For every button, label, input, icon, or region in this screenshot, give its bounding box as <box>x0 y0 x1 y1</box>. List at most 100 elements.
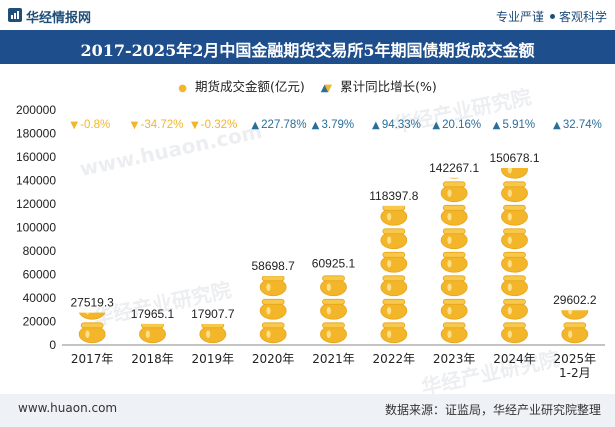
growth-label: 5.91% <box>503 119 536 131</box>
growth-label: 227.78% <box>261 119 306 131</box>
x-tick-label: 2024年 <box>493 352 536 366</box>
legend-up-triangle-icon: ▲ <box>320 83 329 94</box>
data-label: 118397.8 <box>369 189 418 203</box>
bar-segment-partial <box>259 276 287 297</box>
y-tick-label: 120000 <box>16 197 56 211</box>
data-label: 27519.3 <box>70 296 114 310</box>
bar-segment <box>440 181 468 203</box>
growth-down-triangle-icon: ▼ <box>191 120 199 131</box>
growth-up-triangle-icon: ▲ <box>312 120 320 131</box>
bar-segment-partial <box>139 323 166 344</box>
x-tick-label: 2017年 <box>71 352 114 366</box>
chart-legend: ● 期货成交金额(亿元) ▲▼ 累计同比增长(%) <box>0 76 615 95</box>
top-bar: 华经情报网 专业严谨 客观科学 <box>0 0 615 30</box>
data-label: 150678.1 <box>489 151 539 165</box>
growth-label: 3.79% <box>322 119 355 131</box>
bar-segment-partial <box>448 177 460 179</box>
brand-logo-icon <box>8 8 22 22</box>
bar-segment <box>259 322 287 344</box>
bar-segment <box>440 322 468 344</box>
header-tag-1: 专业严谨 <box>495 10 544 24</box>
y-tick-label: 60000 <box>23 268 57 282</box>
legend-down-triangle-icon: ▼ <box>324 83 333 94</box>
bar-segment <box>501 181 528 203</box>
growth-label: 32.74% <box>563 119 602 131</box>
growth-label: -34.72% <box>141 119 184 131</box>
bar-segment <box>501 228 528 250</box>
data-label: 17965.1 <box>131 307 175 321</box>
x-tick-label: 2018年 <box>131 352 174 366</box>
bar-segment <box>561 322 589 344</box>
growth-up-triangle-icon: ▲ <box>432 120 440 131</box>
x-tick-label: 2022年 <box>373 352 416 366</box>
bar-segment <box>78 322 106 344</box>
bar-segment-partial <box>561 310 589 320</box>
bar-segment <box>380 298 408 320</box>
bar-segment-partial <box>501 167 528 179</box>
growth-up-triangle-icon: ▲ <box>251 120 259 131</box>
footer-bar: www.huaon.com 数据来源：证监局，华经产业研究院整理 <box>0 394 615 427</box>
legend-series-1: 期货成交金额(亿元) <box>194 79 305 94</box>
header-tags: 专业严谨 客观科学 <box>496 8 607 25</box>
bar-segment <box>440 204 468 226</box>
y-tick-label: 160000 <box>16 150 56 164</box>
data-label: 142267.1 <box>429 161 479 175</box>
data-label: 60925.1 <box>312 256 356 270</box>
bar-segment <box>440 251 468 273</box>
growth-up-triangle-icon: ▲ <box>372 120 380 131</box>
x-tick-label: 2021年 <box>312 352 355 366</box>
bar-segment <box>501 251 528 273</box>
bar-segment <box>380 251 408 273</box>
bar-segment <box>380 275 408 297</box>
growth-down-triangle-icon: ▼ <box>131 120 139 131</box>
y-tick-label: 40000 <box>23 291 57 305</box>
growth-label: -0.32% <box>201 119 237 131</box>
bar-segment <box>380 322 408 344</box>
separator-dot-icon <box>549 14 555 19</box>
growth-down-triangle-icon: ▼ <box>70 120 78 131</box>
bar-segment <box>259 298 287 320</box>
header-tag-2: 客观科学 <box>558 10 607 24</box>
bar-segment <box>320 298 347 320</box>
chart-title: 2017-2025年2月中国金融期货交易所5年期国债期货成交金额 <box>80 41 535 60</box>
legend-coin-icon: ● <box>178 83 187 94</box>
bar-segment <box>440 228 468 250</box>
bar-segment <box>320 322 347 344</box>
data-label: 29602.2 <box>553 293 597 307</box>
x-tick-label: 2025年 <box>554 352 597 366</box>
bar-segment-partial <box>79 312 106 320</box>
chart-svg: 0 20000 40000 60000 80000 100000 120000 140000 1… <box>16 103 605 380</box>
growth-up-triangle-icon: ▲ <box>553 120 561 131</box>
data-label: 58698.7 <box>251 259 295 273</box>
legend-series-2: 累计同比增长(%) <box>340 79 437 94</box>
bar-segment-partial <box>199 323 227 344</box>
y-tick-label: 80000 <box>23 244 57 258</box>
y-tick-label: 140000 <box>16 174 56 188</box>
growth-up-triangle-icon: ▲ <box>493 120 501 131</box>
x-tick-label: 2023年 <box>433 352 476 366</box>
brand-name: 华经情报网 <box>26 11 92 26</box>
x-tick-label: 2019年 <box>192 352 235 366</box>
bar-segment <box>320 275 347 297</box>
bar-segment <box>380 228 408 250</box>
growth-label: -0.8% <box>80 119 110 131</box>
bar-segment-partial <box>380 205 408 226</box>
y-tick-label: 200000 <box>16 103 56 117</box>
y-tick-label: 20000 <box>23 315 57 329</box>
x-tick-label: 2020年 <box>252 352 295 366</box>
bar-segment <box>440 298 468 320</box>
growth-label: 20.16% <box>442 119 481 131</box>
bar-segment <box>501 204 528 226</box>
bar-segment <box>440 275 468 297</box>
title-bar: 2017-2025年2月中国金融期货交易所5年期国债期货成交金额 <box>0 30 615 64</box>
x-tick-label: 1-2月 <box>559 366 591 380</box>
data-label: 17907.7 <box>191 307 235 321</box>
y-tick-label: 0 <box>49 338 56 352</box>
y-tick-label: 180000 <box>16 127 56 141</box>
bar-segment <box>501 275 528 297</box>
y-tick-label: 100000 <box>16 221 56 235</box>
bar-segment <box>501 298 528 320</box>
bar-segment <box>501 322 528 344</box>
footer-website: www.huaon.com <box>18 401 118 415</box>
growth-label: 94.33% <box>382 119 421 131</box>
